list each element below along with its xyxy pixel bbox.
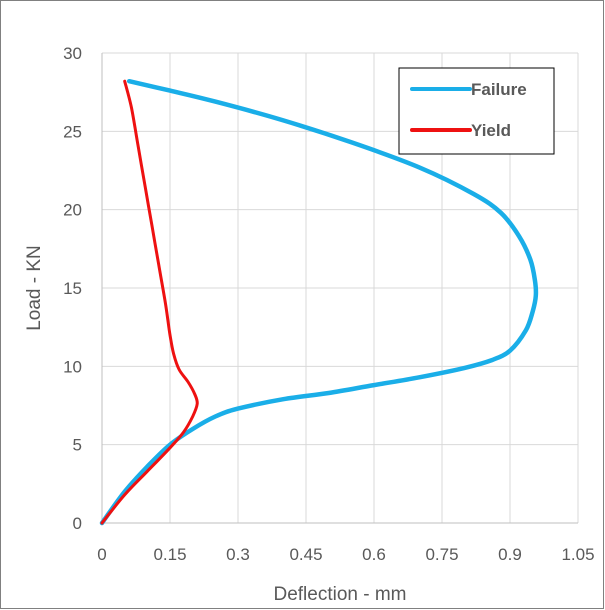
x-tick-labels: 0 0.15 0.3 0.45 0.6 0.75 0.9 1.05 [97, 545, 594, 564]
y-tick-labels: 0 5 10 15 20 25 30 [63, 44, 82, 533]
x-tick-label: 1.05 [561, 545, 594, 564]
legend-label-failure: Failure [471, 80, 527, 99]
x-axis-title: Deflection - mm [273, 584, 406, 605]
x-tick-label: 0.15 [153, 545, 186, 564]
y-tick-label: 15 [63, 279, 82, 298]
series-lines [99, 78, 539, 526]
y-tick-label: 5 [73, 436, 82, 455]
y-axis-title: Load - KN [24, 245, 45, 331]
x-tick-label: 0.3 [226, 545, 250, 564]
y-tick-label: 30 [63, 44, 82, 63]
x-tick-label: 0.45 [289, 545, 322, 564]
y-tick-label: 25 [63, 122, 82, 141]
x-tick-label: 0 [97, 545, 106, 564]
axes [101, 53, 578, 524]
y-tick-label: 10 [63, 357, 82, 376]
series-line-failure [99, 78, 539, 526]
x-tick-label: 0.6 [362, 545, 386, 564]
x-tick-label: 0.9 [498, 545, 522, 564]
y-tick-label: 0 [73, 514, 82, 533]
series-line-yield [100, 79, 199, 525]
legend-label-yield: Yield [471, 121, 511, 140]
legend: Failure Yield [398, 67, 555, 155]
y-tick-label: 20 [63, 201, 82, 220]
legend-box [398, 67, 555, 155]
x-tick-label: 0.75 [425, 545, 458, 564]
